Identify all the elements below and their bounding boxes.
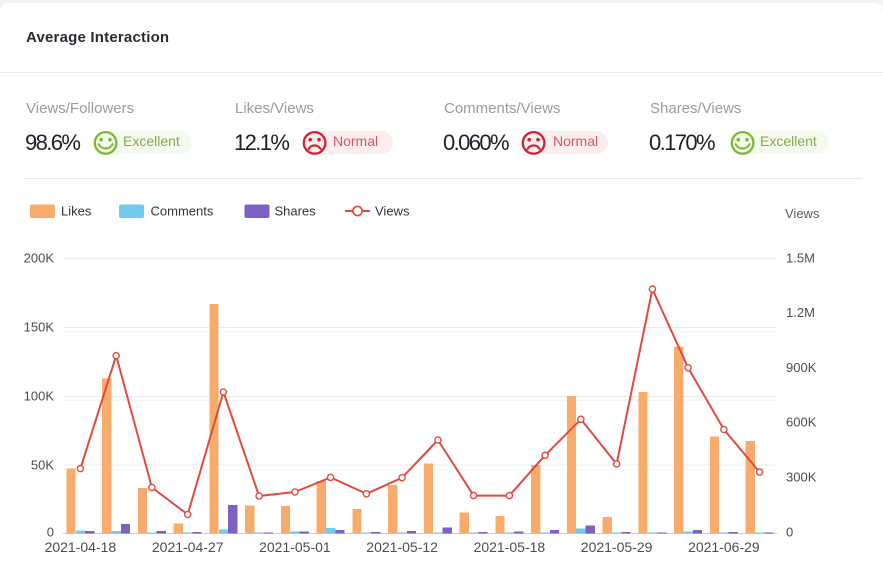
svg-text:2021-05-01: 2021-05-01 xyxy=(259,539,331,555)
svg-text:Likes: Likes xyxy=(61,204,92,219)
svg-text:1.5M: 1.5M xyxy=(786,251,815,266)
svg-text:300K: 300K xyxy=(786,470,817,485)
svg-text:Shares: Shares xyxy=(275,204,317,219)
svg-text:2021-05-18: 2021-05-18 xyxy=(474,539,546,555)
svg-text:100K: 100K xyxy=(24,389,55,404)
svg-text:2021-05-12: 2021-05-12 xyxy=(366,539,438,555)
svg-text:0: 0 xyxy=(786,525,793,540)
svg-text:900K: 900K xyxy=(786,360,817,375)
svg-text:2021-05-29: 2021-05-29 xyxy=(581,539,653,555)
svg-text:Comments: Comments xyxy=(151,204,214,219)
svg-text:1.2M: 1.2M xyxy=(786,305,815,320)
svg-text:2021-04-27: 2021-04-27 xyxy=(152,539,224,555)
svg-text:2021-04-18: 2021-04-18 xyxy=(45,539,117,555)
svg-text:Views: Views xyxy=(375,204,410,219)
svg-text:Views: Views xyxy=(785,206,820,221)
svg-text:50K: 50K xyxy=(31,458,54,473)
svg-text:200K: 200K xyxy=(24,251,55,266)
svg-text:0: 0 xyxy=(47,525,54,540)
svg-text:2021-06-29: 2021-06-29 xyxy=(688,539,760,555)
svg-text:600K: 600K xyxy=(786,415,817,430)
svg-text:150K: 150K xyxy=(24,320,55,335)
